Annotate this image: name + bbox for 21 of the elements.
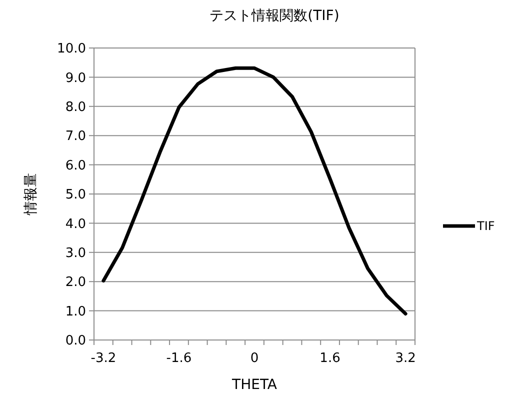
y-tick-label: 8.0 — [65, 100, 86, 115]
y-tick-label: 0.0 — [65, 334, 86, 349]
line-series — [102, 66, 408, 316]
x-tick-label: 0 — [250, 351, 259, 366]
x-tick-label: 3.2 — [395, 351, 416, 366]
y-tick-label: 7.0 — [65, 129, 86, 144]
chart-title: テスト情報関数(TIF) — [210, 8, 340, 24]
legend-label: TIF — [476, 219, 495, 234]
x-tick-label: -1.6 — [166, 351, 192, 366]
y-tick-label: 4.0 — [65, 216, 86, 232]
x-tick-label: 1.6 — [320, 351, 340, 366]
x-axis-title: THETA — [231, 377, 278, 393]
y-axis-title: 情報量 — [23, 173, 39, 216]
y-tick-label: 1.0 — [65, 304, 86, 320]
y-tick-label: 3.0 — [65, 246, 86, 261]
y-tick-label: 6.0 — [65, 158, 86, 174]
y-tick-label: 5.0 — [65, 188, 86, 203]
y-tick-label: 10.0 — [57, 42, 86, 57]
y-tick-label: 2.0 — [65, 275, 86, 290]
x-tick-label: -3.2 — [90, 351, 116, 366]
y-tick-label: 9.0 — [65, 70, 86, 86]
